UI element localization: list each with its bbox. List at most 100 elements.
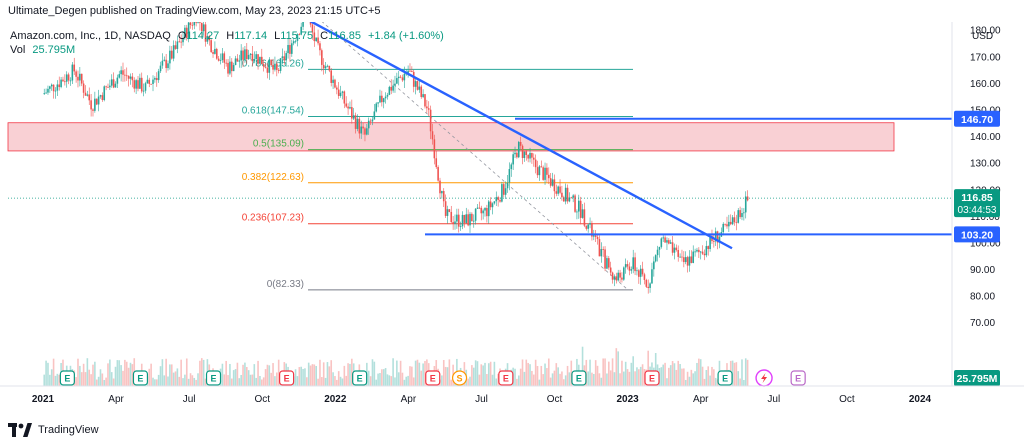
volume-bar <box>238 378 241 386</box>
volume-bar <box>172 372 175 386</box>
volume-bar <box>699 359 702 386</box>
volume-bar <box>159 366 162 386</box>
time-axis[interactable]: 2021 Apr Jul Oct 2022 Apr Jul Oct 2023 Apr Jul Oct 2… <box>0 385 1024 405</box>
volume-bar <box>696 362 698 386</box>
drawn-lines[interactable] <box>8 22 952 250</box>
price-tag-label: 146.70 <box>961 114 993 126</box>
candle <box>641 261 644 277</box>
candle <box>195 22 197 27</box>
candle <box>688 250 691 272</box>
volume-bar <box>274 376 276 386</box>
candle <box>240 44 242 68</box>
candle <box>547 167 550 185</box>
candle <box>609 261 612 276</box>
candle <box>531 152 533 164</box>
volume-bar <box>50 369 53 386</box>
marker-letter: E <box>795 374 801 384</box>
candle <box>422 89 424 99</box>
footer-brand[interactable]: TradingView <box>38 423 99 436</box>
volume-bar <box>227 375 229 386</box>
candle <box>321 48 323 72</box>
price-chart[interactable]: 1(187.85)0.786(165.26)0.618(147.54)0.5(1… <box>0 22 1024 416</box>
candle <box>722 222 725 236</box>
volume-bar <box>568 372 571 386</box>
price-tag-bg <box>954 110 1000 127</box>
candle <box>679 253 681 258</box>
tradingview-logo-icon[interactable] <box>8 422 32 437</box>
volume-bar <box>411 366 413 386</box>
volume-bar <box>375 379 378 386</box>
candle <box>392 79 394 93</box>
candle <box>317 29 319 46</box>
candle <box>694 248 696 257</box>
candle <box>623 266 625 281</box>
volume-bar <box>703 378 706 386</box>
volume-bar <box>345 375 348 386</box>
volume-bar <box>564 375 567 386</box>
x-tick-label: Jul <box>475 394 488 405</box>
candle <box>660 237 663 249</box>
candle <box>245 43 248 64</box>
volume-bar <box>170 364 173 386</box>
fib-label: 0.382(122.63) <box>242 172 304 183</box>
volume-bar <box>244 362 246 386</box>
fib-label: 0.5(135.09) <box>253 139 304 150</box>
candle <box>197 22 199 24</box>
legend-high: 117.14 <box>234 30 267 42</box>
candle <box>103 85 106 102</box>
volume-bar <box>401 372 404 386</box>
volume-bar <box>339 376 342 386</box>
volume-bar <box>92 364 94 386</box>
volume-bar <box>529 364 531 386</box>
candle <box>159 61 162 73</box>
volume-bar <box>249 374 252 386</box>
fib-level: 0(82.33) <box>267 279 633 291</box>
price-axis[interactable]: USD180.00170.00160.00150.00140.00130.001… <box>951 22 1001 386</box>
candle <box>600 242 603 263</box>
candle <box>514 146 516 159</box>
candlesticks <box>43 22 749 294</box>
candle <box>651 262 653 284</box>
volume-bar <box>497 373 499 386</box>
earnings-marker-icon: E <box>498 370 514 386</box>
price-tag: 146.70 <box>954 110 1000 127</box>
marker-letter: E <box>357 374 363 384</box>
candle <box>596 233 599 245</box>
volume-bar <box>664 362 666 386</box>
fib-level: 0.618(147.54) <box>242 106 633 118</box>
candle <box>424 93 426 109</box>
candle <box>577 194 580 219</box>
volume-bar <box>628 371 631 386</box>
price-tag-label: 103.20 <box>961 229 993 241</box>
candle <box>337 82 340 99</box>
candle <box>521 144 524 165</box>
volume-bar <box>596 365 599 386</box>
y-tick-label: 180.00 <box>970 26 1001 37</box>
legend-volume: 25.795M <box>32 44 75 56</box>
supply-zone[interactable] <box>7 122 895 152</box>
volume-bar <box>313 364 316 386</box>
candle <box>606 255 608 270</box>
candle <box>420 84 423 99</box>
volume-bar <box>606 373 608 386</box>
volume-bar <box>683 368 685 386</box>
volume-bar <box>399 360 402 386</box>
candle <box>373 104 376 120</box>
volume-bar <box>654 353 657 386</box>
volume-bar <box>551 373 554 386</box>
volume-bar <box>97 376 100 386</box>
volume-bar <box>669 365 672 386</box>
volume-bar <box>422 363 424 386</box>
candle <box>619 269 621 283</box>
volume-bar <box>131 364 134 386</box>
volume-bar <box>557 367 559 386</box>
volume-bar <box>469 376 471 386</box>
candle <box>176 35 179 54</box>
candle <box>624 258 627 274</box>
candle <box>101 92 104 102</box>
volume-bar <box>148 368 151 386</box>
candle <box>49 85 51 93</box>
volume-bar <box>594 360 597 386</box>
